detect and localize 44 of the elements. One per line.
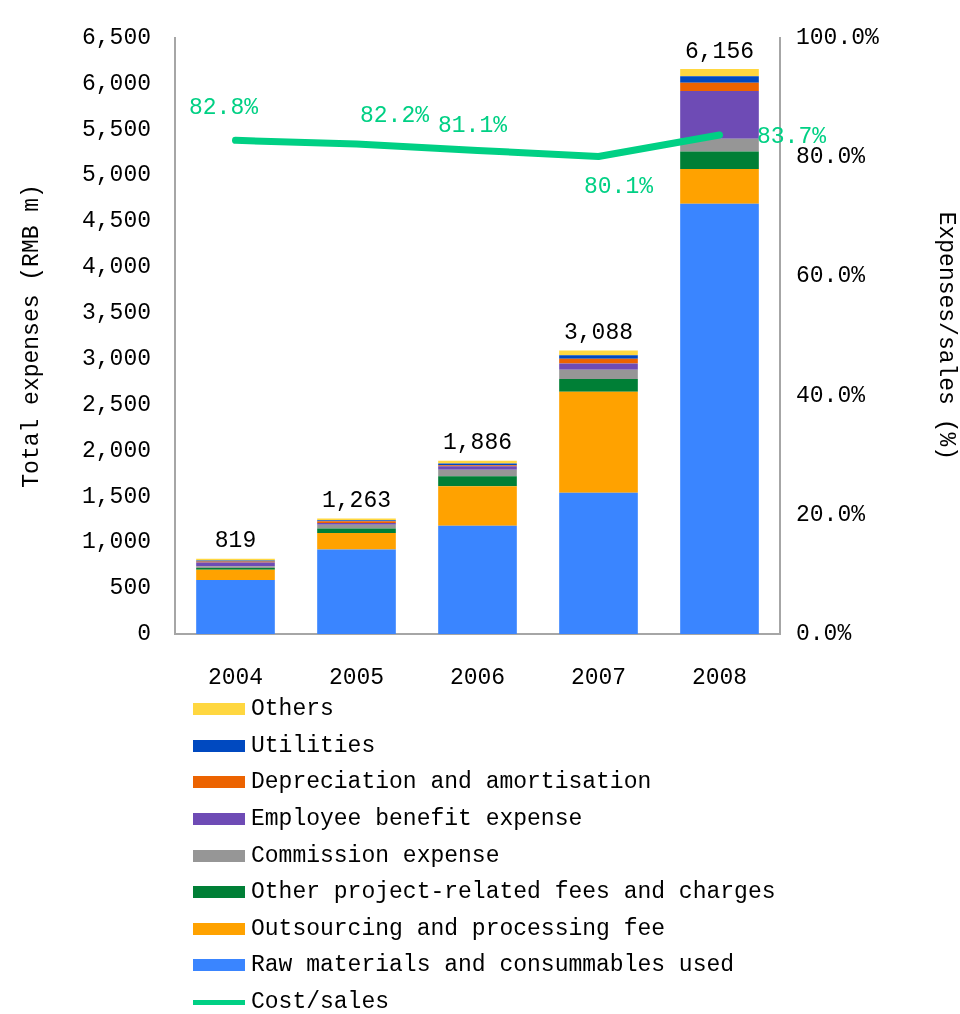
x-tick-label: 2008	[691, 664, 748, 691]
x-tick-label: 2005	[328, 664, 385, 691]
legend-label: Employee benefit expense	[251, 806, 583, 833]
total-label: 3,088	[563, 320, 634, 347]
total-label: 1,263	[321, 488, 392, 515]
y-tick-label: 3,000	[81, 345, 151, 372]
y-axis-title: Total expenses (RMB m)	[18, 184, 45, 488]
y2-tick-label: 40.0%	[796, 382, 866, 409]
y-tick-label: 500	[109, 575, 151, 602]
data-label: 81.1%	[437, 112, 508, 139]
x-tick-label: 2007	[570, 664, 627, 691]
y-tick-label: 4,500	[81, 208, 151, 235]
y-tick-label: 4,000	[81, 254, 151, 281]
y2-tick-label: 0.0%	[796, 621, 852, 648]
x-tick-label: 2004	[207, 664, 264, 691]
legend-label: Raw materials and consummables used	[251, 952, 735, 979]
y-tick-label: 5,500	[81, 116, 151, 143]
y-tick-label: 3,500	[81, 300, 151, 327]
x-tick-label: 2006	[449, 664, 506, 691]
y-tick-label: 6,500	[81, 24, 151, 51]
y-tick-label: 1,000	[81, 529, 151, 556]
legend-label: Utilities	[251, 732, 376, 759]
y-tick-label: 0	[137, 621, 151, 648]
y2-tick-label: 60.0%	[796, 263, 866, 290]
y-tick-label: 5,000	[81, 162, 151, 189]
data-label: 82.8%	[188, 95, 259, 122]
y-tick-label: 6,000	[81, 70, 151, 97]
legend-label: Cost/sales	[251, 989, 390, 1014]
total-label: 6,156	[684, 38, 755, 65]
y-tick-label: 1,500	[81, 483, 151, 510]
total-label: 819	[214, 528, 257, 555]
y2-tick-label: 20.0%	[796, 501, 866, 528]
legend-label: Outsourcing and processing fee	[251, 915, 666, 942]
legend-label: Others	[251, 696, 334, 723]
data-label: 80.1%	[583, 173, 654, 200]
y2-axis-title: Expenses/sales (%)	[933, 211, 960, 461]
total-label: 1,886	[442, 430, 513, 457]
data-label: 82.2%	[359, 103, 430, 130]
y2-tick-label: 100.0%	[796, 24, 880, 51]
legend-label: Other project-related fees and charges	[251, 879, 776, 906]
y-tick-label: 2,000	[81, 437, 151, 464]
y-tick-label: 2,500	[81, 391, 151, 418]
legend-label: Depreciation and amortisation	[251, 769, 652, 796]
legend-label: Commission expense	[251, 842, 500, 869]
